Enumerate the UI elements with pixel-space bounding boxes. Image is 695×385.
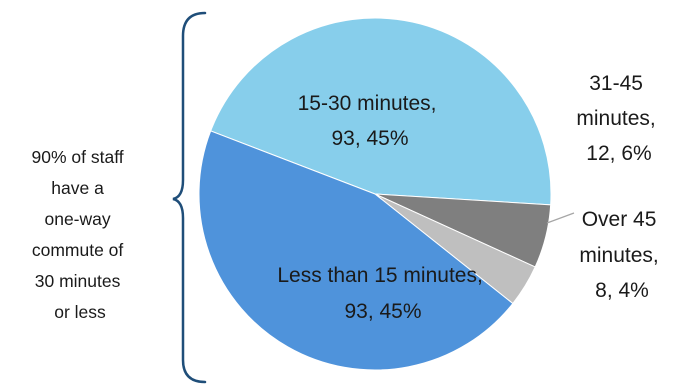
- pie-slices: [198, 17, 552, 371]
- slice-label-31-45: 31-45 minutes, 12, 6%: [576, 72, 661, 165]
- annotation-line-3: one-way: [44, 209, 110, 229]
- annotation-line-6: or less: [54, 302, 106, 322]
- slice-label-less-than-15-line-1: Less than 15 minutes,: [277, 264, 482, 287]
- annotation-line-1: 90% of staff: [32, 147, 124, 167]
- slice-label-over-45-line-1: Over 45: [582, 208, 657, 231]
- slice-label-over-45: Over 45 minutes, 8, 4%: [579, 208, 664, 302]
- leader-line-over-45: [546, 212, 575, 224]
- annotation-line-2: have a: [51, 178, 104, 198]
- slice-label-31-45-line-3: 12, 6%: [586, 142, 651, 165]
- slice-label-15-30-line-2: 93, 45%: [331, 127, 408, 150]
- slice-label-over-45-line-2: minutes,: [579, 244, 658, 267]
- slice-label-over-45-line-3: 8, 4%: [595, 279, 649, 302]
- slice-label-less-than-15-line-2: 93, 45%: [344, 300, 421, 323]
- annotation-line-4: commute of: [32, 240, 124, 260]
- pie-slice-less-than-15: [198, 130, 514, 371]
- annotation-bracket: [172, 11, 207, 384]
- slice-label-less-than-15: Less than 15 minutes, 93, 45%: [277, 264, 488, 323]
- annotation-line-5: 30 minutes: [35, 271, 121, 291]
- pie-slice-15-30: [210, 17, 552, 206]
- slice-label-15-30: 15-30 minutes, 93, 45%: [298, 92, 443, 150]
- annotation-text: 90% of staff have a one-way commute of 3…: [32, 147, 129, 322]
- slice-label-31-45-line-1: 31-45: [589, 72, 643, 95]
- slice-label-31-45-line-2: minutes,: [576, 107, 655, 130]
- slice-label-15-30-line-1: 15-30 minutes,: [298, 92, 437, 115]
